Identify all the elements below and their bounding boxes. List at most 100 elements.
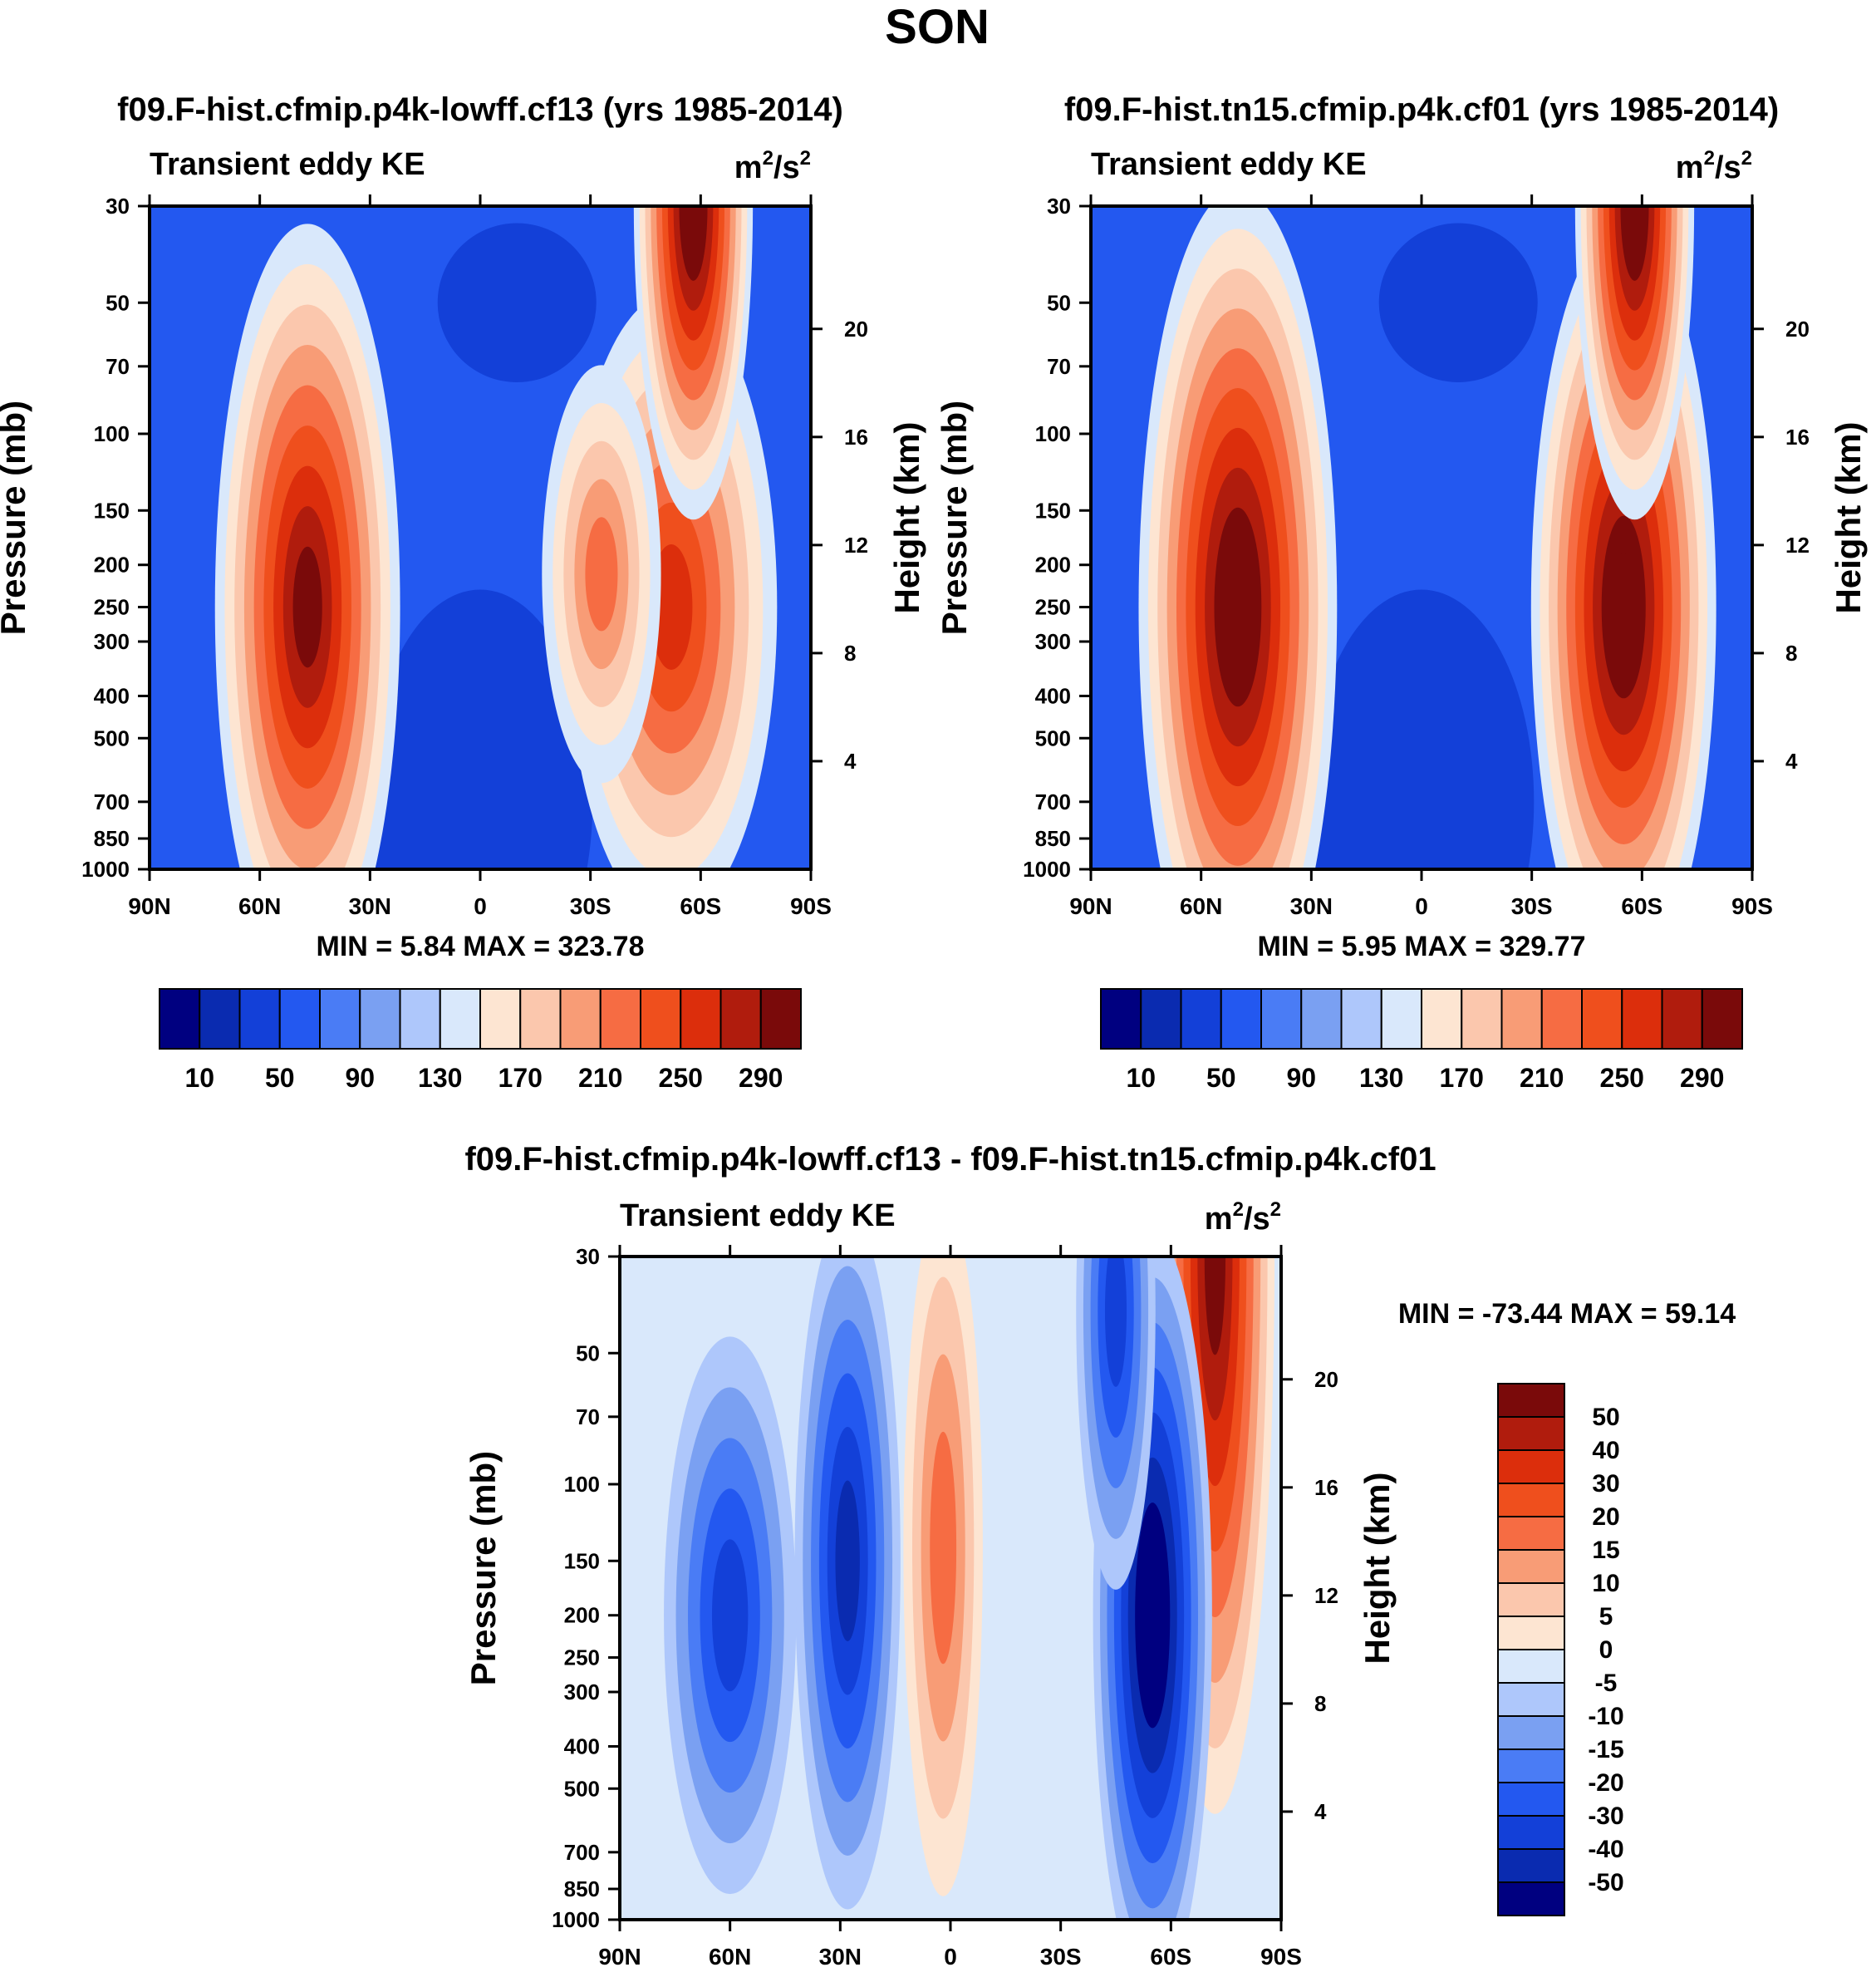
colorbar-swatch [1661,988,1703,1050]
colorbar-label: 250 [1600,1063,1644,1093]
y-tick-label: 250 [94,595,130,620]
contour-band [1610,552,1638,662]
x-tick-label: 60N [709,1944,751,1970]
y2-tick-label: 12 [1785,533,1810,558]
colorbar-label: 20 [1592,1503,1619,1531]
colorbar-swatch [1421,988,1463,1050]
x-tick-label: 90S [1260,1944,1302,1970]
x-tick-label: 30S [1511,893,1553,919]
low-ke-region [1378,223,1538,383]
x-tick-label: 30S [1040,1944,1082,1970]
y2-axis-label: Height (km) [1358,1473,1397,1665]
colorbar-swatch [1581,988,1623,1050]
colorbar-swatch [1100,988,1142,1050]
colorbar-swatch [1497,1649,1565,1684]
y-axis-label: Pressure (mb) [935,401,974,635]
colorbar-swatch [1497,1483,1565,1517]
colorbar-swatch [399,988,441,1050]
y-tick-label: 30 [576,1244,600,1269]
y-tick-label: 200 [94,553,130,578]
contour-band [1142,1547,1163,1684]
y-tick-label: 700 [94,789,130,814]
y2-tick-label: 8 [1314,1691,1326,1716]
colorbar-swatch [1701,988,1743,1050]
colorbar-swatch [599,988,641,1050]
colorbar-swatch [319,988,361,1050]
contour-band [1204,1257,1226,1355]
min-max-stats: MIN = -73.44 MAX = 59.14 [1398,1298,1736,1330]
y-tick-label: 50 [1047,290,1071,315]
colorbar-swatch [1497,1616,1565,1650]
y2-tick-label: 4 [1785,749,1798,774]
colorbar-swatch [1461,988,1503,1050]
y2-tick-label: 8 [1785,641,1797,666]
y-tick-label: 100 [564,1472,600,1497]
x-tick-label: 30S [570,893,611,919]
y-tick-label: 1000 [1023,857,1071,882]
min-max-stats: MIN = 5.95 MAX = 329.77 [1258,931,1586,962]
y2-tick-label: 12 [844,533,868,558]
colorbar-swatch [1497,1748,1565,1783]
y2-tick-label: 20 [1785,317,1810,342]
colorbar-label: 90 [1286,1063,1316,1093]
colorbar-swatch [1500,988,1543,1050]
y2-tick-label: 20 [1314,1367,1338,1392]
colorbar-label: 210 [1520,1063,1564,1093]
colorbar-swatch [1497,1516,1565,1551]
y-tick-label: 100 [94,421,130,446]
min-max-stats: MIN = 5.84 MAX = 323.78 [317,931,645,962]
colorbar-swatch [559,988,602,1050]
colorbar-swatch [238,988,281,1050]
colorbar-label: 10 [184,1063,214,1093]
y2-tick-label: 12 [1314,1583,1338,1608]
y-tick-label: 1000 [81,857,130,882]
colorbar-swatch [1540,988,1583,1050]
contour-band [1104,1257,1127,1387]
colorbar-swatch [1497,1582,1565,1617]
colorbar-swatch [1497,1383,1565,1418]
y-tick-label: 500 [94,725,130,750]
y-tick-label: 700 [1035,789,1071,814]
colorbar-label: 40 [1592,1437,1619,1464]
contour-field [620,1257,1281,1920]
colorbar-label: 30 [1592,1470,1619,1498]
y2-tick-label: 16 [1314,1475,1338,1500]
colorbar-label: -40 [1588,1836,1623,1863]
colorbar-swatch [640,988,682,1050]
y-tick-label: 70 [576,1404,600,1429]
y-tick-label: 850 [94,826,130,851]
colorbar-swatch [1497,1549,1565,1584]
low-ke-region [437,223,597,383]
panel-subtitle: Transient eddy KE [150,147,425,182]
colorbar-swatch [719,988,762,1050]
y-tick-label: 400 [564,1734,600,1758]
contour-band [835,1480,860,1642]
figure-title: SON [885,0,990,54]
colorbar-swatch [680,988,722,1050]
colorbar-label: 0 [1599,1636,1613,1664]
colorbar-label: -5 [1595,1670,1618,1697]
y-tick-label: 50 [106,290,130,315]
colorbar-label: -30 [1588,1802,1623,1830]
colorbar-label: 10 [1592,1570,1619,1597]
colorbar-label: 10 [1126,1063,1156,1093]
y-tick-label: 500 [564,1776,600,1801]
y-tick-label: 150 [564,1548,600,1573]
contour-band [685,206,702,251]
colorbar-swatch [519,988,562,1050]
y-tick-label: 70 [1047,354,1071,379]
contour-band [1223,547,1252,667]
y-axis-label: Pressure (mb) [0,401,32,635]
colorbar-label: 15 [1592,1537,1619,1564]
y-tick-label: 50 [576,1340,600,1365]
y2-axis-label: Height (km) [1829,422,1868,614]
x-tick-label: 30N [1290,893,1333,919]
colorbar-swatch [278,988,321,1050]
colorbar-swatch [759,988,802,1050]
y2-tick-label: 16 [844,425,868,450]
x-tick-label: 0 [944,1944,957,1970]
y-tick-label: 1000 [552,1907,600,1932]
colorbar-swatch [1497,1848,1565,1883]
y-tick-label: 850 [564,1876,600,1901]
colorbar-label: -20 [1588,1769,1623,1797]
